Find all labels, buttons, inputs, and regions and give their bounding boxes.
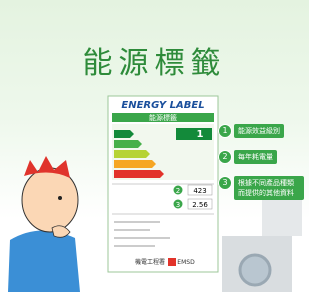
boy-eye <box>58 196 62 200</box>
label-title-zh: 能源標籤 <box>149 113 177 122</box>
grade-bar <box>114 170 164 178</box>
grade-bar <box>114 160 156 168</box>
label-footer: 機電工程署 <box>135 258 165 266</box>
grade: 1 <box>197 129 204 140</box>
label-title-en: ENERGY LABEL <box>121 100 204 111</box>
label-footer-en: EMSD <box>177 259 195 266</box>
reading: 423 <box>193 187 206 195</box>
appliance-door <box>240 255 270 285</box>
grade-bar <box>114 140 142 148</box>
callout-number: 1 <box>218 124 232 138</box>
grade-bar <box>114 130 134 138</box>
callout-text: 能源效益級別 <box>234 124 284 138</box>
page-title: 能源標籤 <box>0 38 309 82</box>
callout-text: 每年耗電量 <box>234 150 277 164</box>
callout-text: 根據不同產品種類而提供的其他資料 <box>234 176 304 200</box>
boy-body <box>8 230 80 292</box>
callout-number: 3 <box>218 176 232 190</box>
marker-number: 3 <box>176 201 180 209</box>
marker-number: 2 <box>176 187 180 195</box>
grade-box <box>176 128 212 140</box>
reading: 2.56 <box>192 201 208 209</box>
illustration: ENERGY LABEL 能源標籤 1 423 2.56 2 3 機電工程署 E… <box>0 0 309 292</box>
grade-bar <box>114 150 150 158</box>
callout-number: 2 <box>218 150 232 164</box>
logo <box>168 258 176 266</box>
